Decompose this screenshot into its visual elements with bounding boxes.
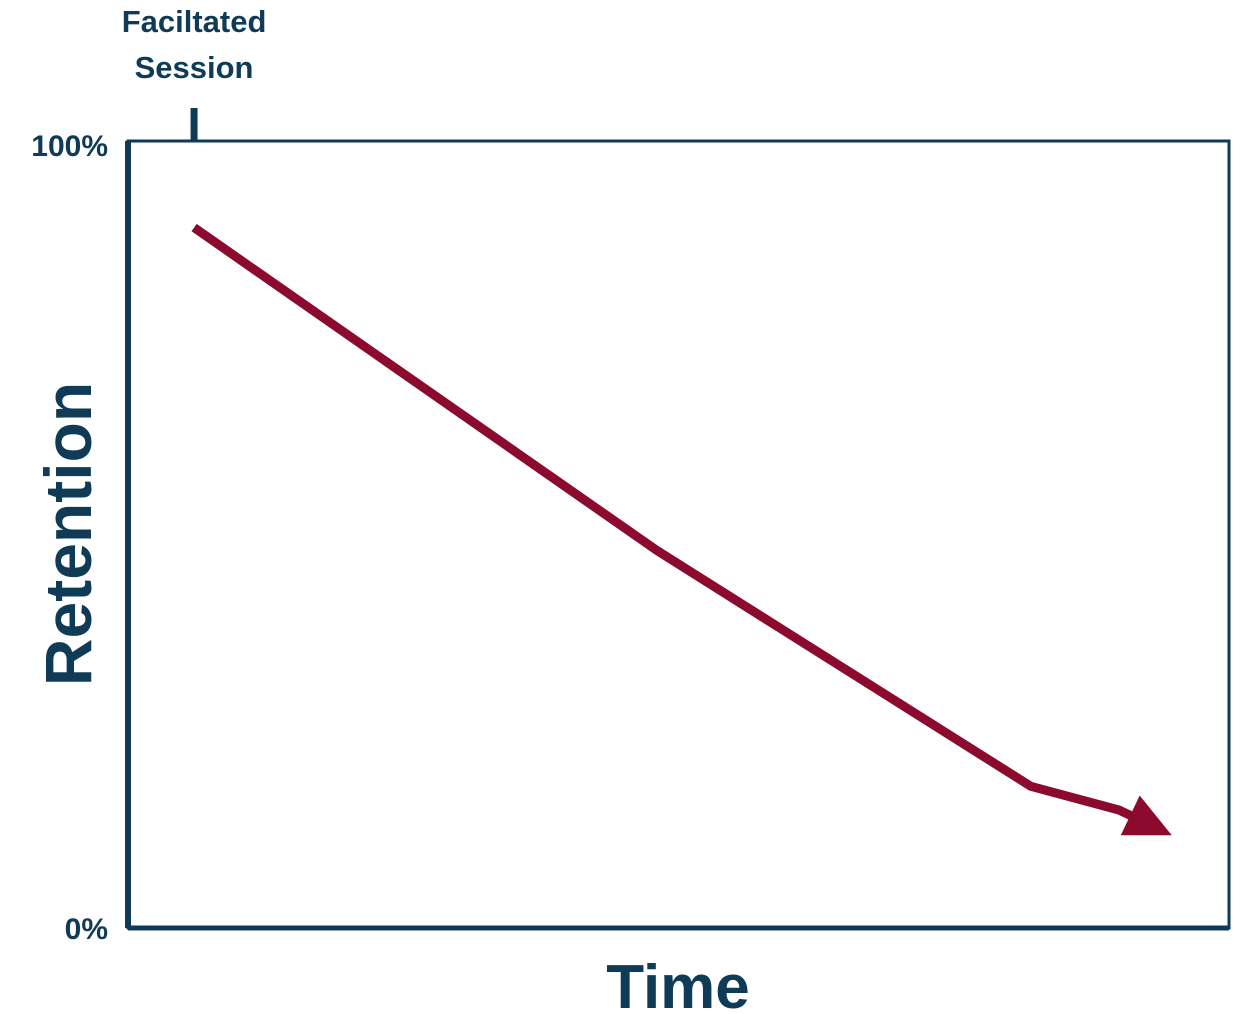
plot-frame <box>125 139 1231 931</box>
y-tick-0: 0% <box>65 913 108 946</box>
session-marker-label-line1: Faciltated <box>122 4 267 39</box>
session-marker-label-line2: Session <box>135 50 254 85</box>
x-axis-label: Time <box>606 953 750 1014</box>
y-axis-label: Retention <box>31 382 105 686</box>
y-tick-100: 100% <box>31 130 108 163</box>
retention-curve <box>191 223 1135 821</box>
arrow-head-icon <box>1120 795 1172 836</box>
plot-border <box>126 139 1231 930</box>
